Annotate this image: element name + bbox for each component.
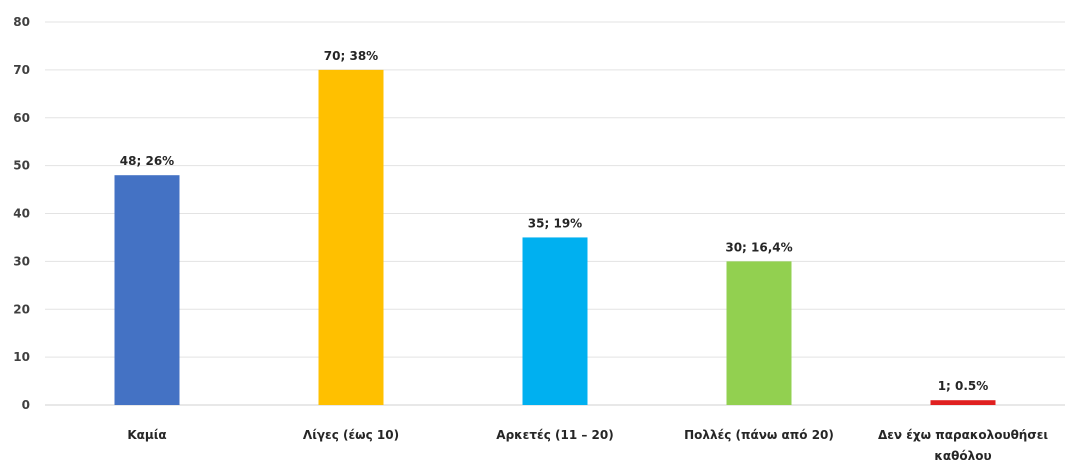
y-tick-label: 0 bbox=[22, 398, 30, 412]
y-tick-label: 20 bbox=[13, 302, 30, 316]
bar bbox=[522, 237, 588, 405]
gridlines bbox=[45, 21, 1065, 406]
bars bbox=[114, 69, 996, 405]
bar bbox=[726, 261, 792, 405]
data-label: 30; 16,4% bbox=[725, 240, 792, 254]
category-label: Πολλές (πάνω από 20) bbox=[684, 428, 834, 442]
y-tick-label: 70 bbox=[13, 63, 30, 77]
x-axis-category-labels: Καμία Λίγες (έως 10) Αρκετές (11 – 20) Πολλ… bbox=[127, 428, 1048, 463]
y-tick-label: 40 bbox=[13, 207, 30, 221]
data-label: 1; 0.5% bbox=[938, 379, 989, 393]
data-label: 70; 38% bbox=[324, 49, 378, 63]
data-label: 35; 19% bbox=[528, 216, 582, 230]
y-tick-label: 30 bbox=[13, 254, 30, 268]
y-tick-label: 10 bbox=[13, 350, 30, 364]
y-axis-tick-labels: 0 10 20 30 40 50 60 70 80 bbox=[13, 15, 30, 412]
bar bbox=[318, 69, 384, 405]
category-label: Δεν έχω παρακολουθήσει bbox=[878, 428, 1048, 442]
bar bbox=[114, 175, 180, 405]
bar bbox=[930, 400, 996, 405]
category-label: Καμία bbox=[127, 428, 166, 442]
category-label: Λίγες (έως 10) bbox=[303, 428, 399, 442]
y-tick-label: 60 bbox=[13, 111, 30, 125]
data-labels: 48; 26% 70; 38% 35; 19% 30; 16,4% 1; 0.5% bbox=[120, 49, 989, 393]
y-tick-label: 80 bbox=[13, 15, 30, 29]
category-label: καθόλου bbox=[934, 449, 991, 463]
y-tick-label: 50 bbox=[13, 159, 30, 173]
data-label: 48; 26% bbox=[120, 154, 174, 168]
category-label: Αρκετές (11 – 20) bbox=[496, 428, 613, 442]
